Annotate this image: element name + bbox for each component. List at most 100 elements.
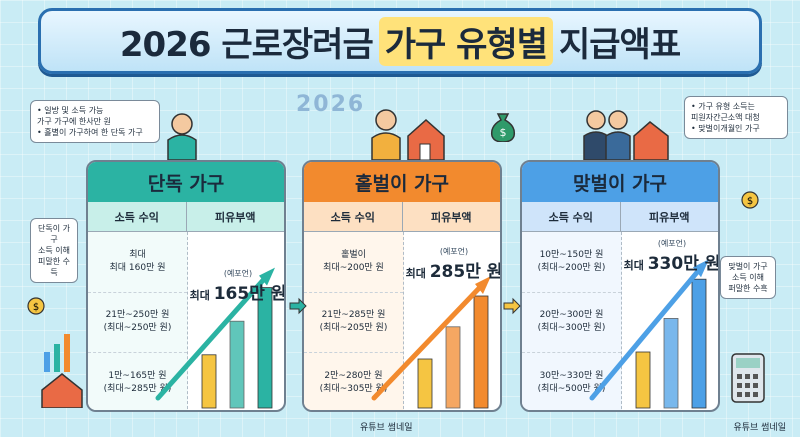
income-column: 홑벌이 최대~200만 원 21만~285만 원 (최대~205만 원) 2만~… xyxy=(304,232,404,410)
bar xyxy=(663,318,679,409)
income-row: 홑벌이 최대~200만 원 xyxy=(304,232,403,293)
income-row: 2만~280만 원 (최대~305만 원) xyxy=(304,353,403,410)
col-income-header: 소득 수익 xyxy=(88,202,187,231)
note-right-line: 피원자간근소액 대청 xyxy=(691,113,760,122)
column-headers: 소득 수익 피유부액 xyxy=(522,202,718,232)
amount-prefix: 최대 xyxy=(405,267,426,280)
bar xyxy=(445,326,461,409)
income-line: 21만~285만 원 xyxy=(321,310,386,321)
income-row: 10만~150만 원 (최대~200만 원) xyxy=(522,232,621,293)
amount-max: 최대 285만 원 xyxy=(404,257,500,282)
note-left-line: • 일방 및 소득 가능 xyxy=(37,106,104,115)
side-tag-right-line: 퍼말한 수흑 xyxy=(728,284,768,293)
amount-prefix: 최대 xyxy=(189,289,210,302)
panel-title: 홑벌이 가구 xyxy=(304,162,500,202)
amount-max: 최대 330만 원 xyxy=(622,249,720,274)
bar xyxy=(691,278,707,409)
money-bag-icon: $ xyxy=(490,113,516,142)
panel-body: 최대 최대 160만 원 21만~250만 원 (최대~250만 원) 1만~1… xyxy=(88,232,286,410)
amount-column: (예포언) 최대 285만 원 xyxy=(371,232,500,410)
trend-arrow-line xyxy=(589,262,706,401)
house-chart-icon xyxy=(41,334,83,408)
income-line: 10만~150만 원 xyxy=(539,249,604,260)
income-line: 홑벌이 xyxy=(341,249,366,260)
title-part-3: 지급액표 xyxy=(559,24,681,65)
income-row: 30만~330만 원 (최대~500만 원) xyxy=(522,353,621,410)
note-right-line: • 맞벌이개월인 가구 xyxy=(691,124,760,133)
growth-chart xyxy=(155,267,275,409)
amount-column: (예포언) 최대 165만 원 xyxy=(155,232,286,410)
note-left: • 일방 및 소득 가능 가구 가구에 한사만 원 • 홀별이 가구하여 한 단… xyxy=(30,100,160,143)
side-tag-right-line: 맞벌이 가구 xyxy=(728,262,768,271)
panel-body: 홑벌이 최대~200만 원 21만~285만 원 (최대~205만 원) 2만~… xyxy=(304,232,500,410)
amount-note: (예포언) xyxy=(657,239,687,248)
amount-value: 165만 원 xyxy=(213,284,286,304)
note-left-line: • 홀별이 가구하여 한 단독 가구 xyxy=(37,128,143,137)
panel-title: 맞벌이 가구 xyxy=(522,162,718,202)
income-column: 최대 최대 160만 원 21만~250만 원 (최대~250만 원) 1만~1… xyxy=(88,232,188,410)
bar xyxy=(417,358,433,409)
col-amount-header: 피유부액 xyxy=(649,210,690,224)
income-line: (최대~250만 원) xyxy=(103,323,172,334)
arrow-right-icon xyxy=(503,297,521,315)
coin-icon: $ xyxy=(27,297,45,315)
col-income-header: 소득 수익 xyxy=(522,202,621,231)
title-banner: 2026 근로장려금 가구 유형별 지급액표 xyxy=(38,8,762,74)
person-icon xyxy=(167,113,197,160)
income-row: 21만~285만 원 (최대~205만 원) xyxy=(304,293,403,354)
income-line: 20만~300만 원 xyxy=(539,310,604,321)
column-headers: 소득 수익 피유부액 xyxy=(304,202,500,232)
note-left-line: 가구 가구에 한사만 원 xyxy=(37,117,111,126)
amount-label: (예포언) 최대 330만 원 xyxy=(622,238,720,274)
panel-body: 10만~150만 원 (최대~200만 원) 20만~300만 원 (최대~30… xyxy=(522,232,720,410)
income-line: (최대~200만 원) xyxy=(537,262,606,273)
column-headers: 소득 수익 피유부액 xyxy=(88,202,284,232)
amount-column: (예포언) 최대 330만 원 xyxy=(589,232,720,410)
income-line: 30만~330만 원 xyxy=(539,371,604,382)
amount-prefix: 최대 xyxy=(623,259,644,272)
income-row: 21만~250만 원 (최대~250만 원) xyxy=(88,293,187,354)
amount-value: 330만 원 xyxy=(647,254,720,274)
trend-arrow-line xyxy=(371,279,488,401)
amount-note: (예포언) xyxy=(439,247,469,256)
panel-single-household: 단독 가구 소득 수익 피유부액 최대 최대 160만 원 21만~250만 원… xyxy=(86,160,286,412)
income-column: 10만~150만 원 (최대~200만 원) 20만~300만 원 (최대~30… xyxy=(522,232,622,410)
calculator-icon xyxy=(731,353,765,403)
note-right-line: • 가구 유형 소득는 xyxy=(691,102,755,111)
side-tag-left-line: 단독이 가구 xyxy=(38,224,70,244)
income-line: (최대~205만 원) xyxy=(319,323,388,334)
svg-text:$: $ xyxy=(33,302,39,313)
amount-note: (예포언) xyxy=(223,269,253,278)
col-amount-header: 피유부액 xyxy=(431,210,472,224)
title-part-1: 2026 근로장려금 xyxy=(119,24,374,65)
growth-chart xyxy=(371,276,491,409)
side-tag-left-line: 피말한 수득 xyxy=(38,257,70,277)
note-right: • 가구 유형 소득는 피원자간근소액 대청 • 맞벌이개월인 가구 xyxy=(684,96,788,139)
panel-dual-earner-household: 맞벌이 가구 소득 수익 피유부액 10만~150만 원 (최대~200만 원)… xyxy=(520,160,720,412)
side-tag-right-line: 소득 이해 xyxy=(732,273,764,282)
income-line: 1만~165만 원 xyxy=(108,371,167,382)
coin-icon: $ xyxy=(741,191,759,209)
bar xyxy=(257,287,273,409)
trend-arrow-head xyxy=(475,276,491,294)
amount-label: (예포언) 최대 285만 원 xyxy=(404,246,500,282)
trend-arrow-line xyxy=(155,271,272,401)
income-line: 최대 xyxy=(129,249,146,260)
growth-chart xyxy=(589,259,709,409)
income-line: (최대~500만 원) xyxy=(537,384,606,395)
income-line: (최대~285만 원) xyxy=(103,384,172,395)
income-row: 1만~165만 원 (최대~285만 원) xyxy=(88,353,187,410)
panel-title: 단독 가구 xyxy=(88,162,284,202)
side-tag-left-line: 소득 이해 xyxy=(38,246,70,255)
person-with-house-icon xyxy=(371,109,445,160)
panel-single-earner-household: 홑벌이 가구 소득 수익 피유부액 홑벌이 최대~200만 원 21만~285만… xyxy=(302,160,502,412)
income-line: (최대~305만 원) xyxy=(319,384,388,395)
bar xyxy=(635,351,651,409)
side-tag-right: 맞벌이 가구 소득 이해 퍼말한 수흑 xyxy=(720,256,776,299)
income-row: 최대 최대 160만 원 xyxy=(88,232,187,293)
income-line: 21만~250만 원 xyxy=(105,310,170,321)
trend-arrow-head xyxy=(259,267,275,286)
income-line: (최대~300만 원) xyxy=(537,323,606,334)
amount-max: 최대 165만 원 xyxy=(188,279,286,304)
bar xyxy=(201,354,217,409)
